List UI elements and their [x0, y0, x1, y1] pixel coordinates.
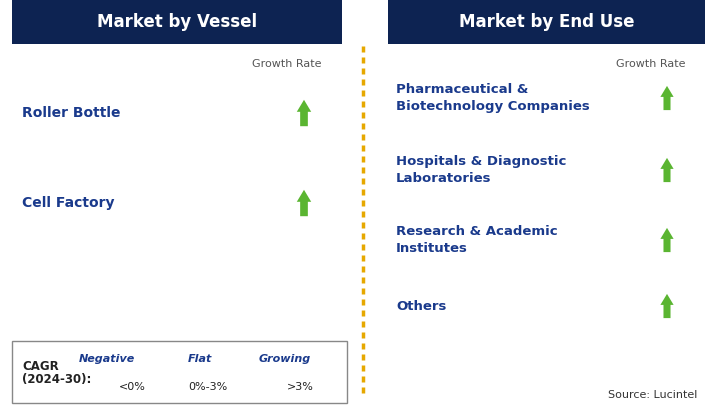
- Text: Growing: Growing: [259, 354, 311, 364]
- Text: Growth Rate: Growth Rate: [615, 59, 685, 69]
- Polygon shape: [660, 158, 673, 182]
- Text: (2024-30):: (2024-30):: [22, 374, 91, 387]
- Polygon shape: [660, 86, 673, 110]
- Text: >3%: >3%: [287, 382, 313, 392]
- Polygon shape: [297, 190, 311, 216]
- Polygon shape: [297, 100, 311, 126]
- Text: Others: Others: [396, 300, 447, 313]
- Text: Growth Rate: Growth Rate: [252, 59, 322, 69]
- Text: Roller Bottle: Roller Bottle: [22, 106, 120, 120]
- Text: 0%-3%: 0%-3%: [189, 382, 227, 392]
- Polygon shape: [320, 365, 331, 385]
- Text: Source: Lucintel: Source: Lucintel: [607, 390, 697, 400]
- Text: Cell Factory: Cell Factory: [22, 196, 115, 210]
- Text: Pharmaceutical &
Biotechnology Companies: Pharmaceutical & Biotechnology Companies: [396, 83, 590, 113]
- FancyBboxPatch shape: [12, 341, 347, 403]
- Text: Flat: Flat: [188, 354, 212, 364]
- Text: <0%: <0%: [118, 382, 146, 392]
- Text: CAGR: CAGR: [22, 359, 59, 372]
- Polygon shape: [660, 228, 673, 252]
- Text: Research & Academic
Institutes: Research & Academic Institutes: [396, 225, 558, 255]
- Polygon shape: [208, 370, 237, 380]
- Text: Hospitals & Diagnostic
Laboratories: Hospitals & Diagnostic Laboratories: [396, 155, 566, 185]
- Text: Negative: Negative: [79, 354, 135, 364]
- FancyBboxPatch shape: [12, 0, 342, 44]
- Text: Market by End Use: Market by End Use: [459, 13, 635, 31]
- Text: Market by Vessel: Market by Vessel: [97, 13, 257, 31]
- Polygon shape: [660, 294, 673, 318]
- Polygon shape: [155, 365, 166, 385]
- FancyBboxPatch shape: [388, 0, 705, 44]
